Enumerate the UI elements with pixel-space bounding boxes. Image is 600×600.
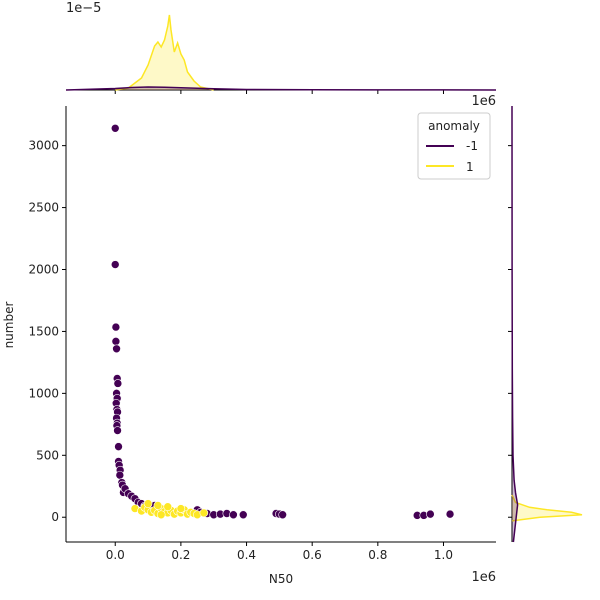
y-tick-label: 2500 [28, 201, 59, 215]
x-offset-label: 1e6 [471, 570, 496, 585]
y-tick-label: 3000 [28, 139, 59, 153]
scatter-point-anomaly [445, 509, 455, 519]
y-tick-label: 1000 [28, 386, 59, 400]
right-density-fill [512, 106, 518, 542]
scatter-point-anomaly [278, 510, 287, 520]
scatter-point-anomaly [115, 470, 125, 480]
y-tick-label: 500 [36, 448, 59, 462]
x-tick-label: 0.8 [368, 548, 387, 562]
top-density-line [65, 86, 497, 91]
scatter-point-anomaly [229, 510, 238, 520]
top-density-line [115, 14, 214, 91]
scatter-point-anomaly [110, 260, 120, 269]
legend: anomaly -1 1 [417, 112, 491, 180]
y-tick-label: 2000 [28, 263, 59, 277]
scatter-point-anomaly [113, 426, 122, 435]
legend-label-pos: 1 [466, 160, 474, 174]
scatter-point-normal [163, 502, 173, 511]
scatter-point-anomaly [114, 442, 123, 451]
scatter-point-anomaly [111, 337, 121, 346]
scatter-point-normal [153, 501, 163, 510]
legend-label-neg: -1 [466, 139, 478, 153]
x-tick-label: 0.4 [237, 548, 256, 562]
scatter-point-anomaly [238, 510, 248, 520]
scatter-point-normal [199, 508, 209, 518]
right-marginal-density [508, 105, 583, 543]
x-tick-label: 0.2 [171, 548, 190, 562]
y-tick-label: 1500 [28, 324, 59, 338]
x-tick-label: 1.0 [434, 548, 453, 562]
top-density-fill [115, 15, 214, 90]
y-axis-label: number [2, 302, 16, 349]
scatter-point-normal [156, 510, 166, 520]
right-density-line [511, 105, 519, 543]
top-offset-label: 1e6 [471, 94, 496, 109]
scatter-point-anomaly [111, 322, 121, 332]
right-density-fill [512, 494, 582, 521]
main-scatter-axes: 0.0 0.2 0.4 0.6 0.8 1.0 0 500 1000 1500 2000 2500 30… [28, 106, 496, 562]
scatter-point-normal [143, 499, 153, 508]
x-tick-label: 0.6 [303, 548, 322, 562]
x-axis-label: N50 [269, 572, 293, 586]
scatter-points [110, 123, 455, 520]
legend-title: anomaly [428, 119, 480, 133]
top-marginal-density [65, 14, 497, 94]
scatter-point-anomaly [113, 379, 123, 388]
scatter-point-normal [176, 504, 186, 513]
scatter-point-anomaly [110, 123, 120, 133]
y-tick-label: 0 [51, 510, 59, 524]
x-tick-label: 0.0 [106, 548, 125, 562]
scatter-point-anomaly [426, 509, 435, 519]
scatter-point-anomaly [112, 344, 121, 354]
top-density-exponent-label: 1e−5 [66, 1, 101, 16]
